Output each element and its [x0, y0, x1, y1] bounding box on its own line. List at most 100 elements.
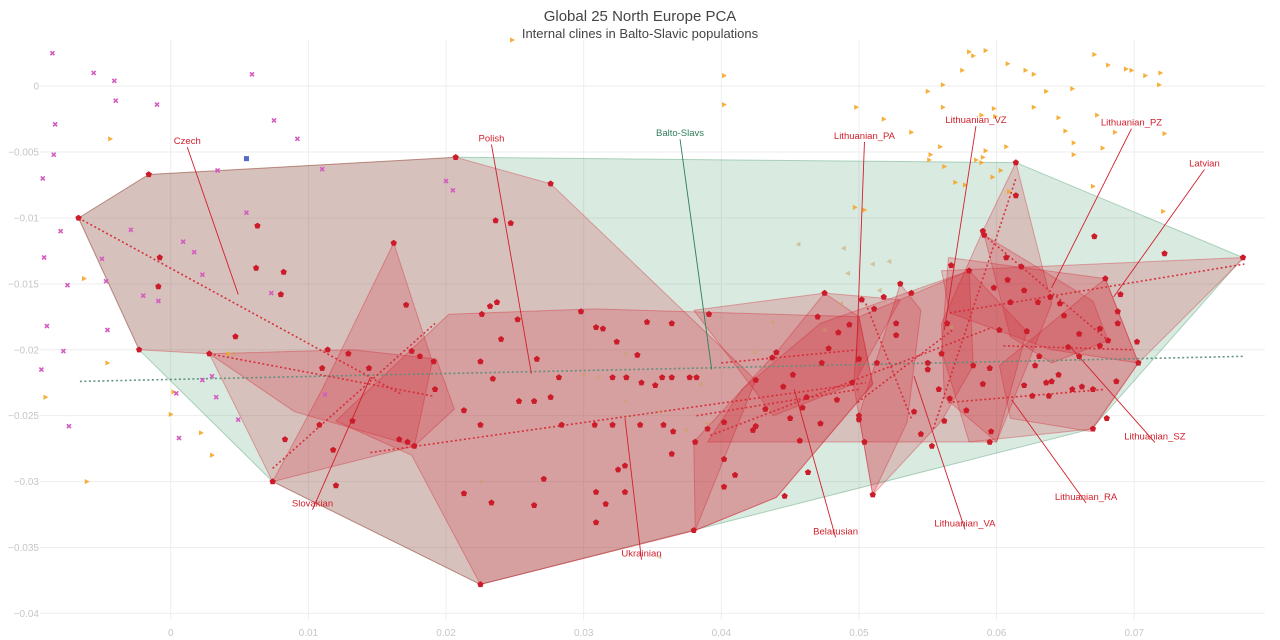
reference-sample-triangle — [1123, 66, 1129, 72]
balto-slavic-sample — [690, 527, 697, 533]
balto-slavic-sample — [1069, 386, 1076, 392]
balto-slavic-sample — [814, 313, 821, 320]
population-label: Slovakian — [292, 499, 333, 510]
reference-sample-cross — [40, 175, 46, 181]
balto-slavic-sample — [634, 351, 641, 358]
reference-sample-triangle — [108, 136, 113, 142]
reference-sample-triangle — [998, 167, 1004, 174]
balto-slavic-sample — [1047, 293, 1054, 300]
chart-title: Global 25 North Europe PCA — [544, 8, 737, 25]
reference-sample-triangle — [1071, 152, 1077, 158]
x-tick-label: 0 — [168, 628, 174, 639]
reference-sample-triangle-faint — [869, 261, 875, 267]
balto-slavic-sample — [996, 326, 1003, 333]
y-tick-label: −0.025 — [8, 411, 39, 422]
balto-slavic-sample — [145, 171, 152, 178]
balto-slavic-sample — [659, 374, 666, 381]
balto-slavic-sample — [592, 488, 600, 495]
balto-slavic-sample — [1060, 312, 1068, 319]
reference-sample-triangle — [909, 129, 915, 135]
reference-sample-triangle — [1129, 67, 1135, 73]
reference-sample-triangle — [1031, 104, 1037, 110]
reference-sample-triangle — [105, 360, 111, 366]
population-hull — [983, 234, 1109, 364]
reference-sample-triangle — [942, 163, 948, 170]
reference-sample-triangle — [927, 157, 932, 163]
balto-slavic-sample — [908, 289, 915, 296]
balto-slavic-sample — [498, 335, 505, 342]
population-trendline — [948, 388, 1106, 404]
balto-slavic-sample — [787, 415, 794, 421]
balto-slavic-sample — [1007, 299, 1014, 305]
label-leader-line — [943, 125, 977, 331]
balto-slavic-sample — [720, 419, 728, 425]
balto-slavic-sample — [752, 376, 759, 383]
balto-slavic-sample — [720, 483, 728, 490]
reference-sample-triangle-faint — [948, 324, 954, 330]
population-hull — [335, 308, 874, 585]
reference-sample-triangle — [168, 411, 174, 417]
reference-sample-cross — [191, 249, 197, 255]
reference-sample-triangle — [983, 47, 989, 54]
balto-slavic-sample — [804, 469, 812, 475]
reference-sample-triangle — [940, 82, 946, 88]
balto-slavic-sample — [478, 310, 485, 317]
reference-sample-triangle — [1023, 67, 1029, 73]
x-tick-label: 0.04 — [712, 628, 732, 639]
balto-slavic-sample — [637, 421, 644, 428]
reference-sample-triangle — [199, 430, 204, 436]
population-labels: Czech Polish Balto-Slavs Lithuanian_PA Lithu… — [174, 115, 1220, 560]
balto-slavic-sample — [643, 318, 651, 325]
reference-sample-cross — [64, 282, 71, 288]
balto-slavic-sample — [514, 316, 521, 323]
reference-sample-cross — [243, 210, 250, 216]
reference-sample-cross — [41, 254, 47, 261]
sample-points — [38, 37, 1247, 588]
balto-slavic-sample — [963, 407, 970, 414]
reference-sample-triangle — [1112, 129, 1118, 135]
balto-slavic-sample — [668, 320, 675, 327]
reference-sample-triangle-faint — [477, 478, 483, 485]
balto-slavic-sample — [986, 364, 993, 371]
reference-sample-triangle — [1090, 183, 1096, 189]
balto-slavic-sample — [411, 442, 418, 449]
reference-sample-triangle — [1006, 188, 1012, 195]
balto-slavic-sample — [452, 154, 459, 160]
reference-sample-triangle — [510, 37, 515, 43]
label-leader-line — [1067, 344, 1156, 443]
balto-slavic-sample — [855, 355, 863, 362]
population-label: Lithuanian_PZ — [1101, 118, 1162, 129]
balto-slavic-sample — [796, 437, 803, 444]
balto-slavic-sample — [752, 422, 759, 429]
population-label: Polish — [479, 134, 505, 145]
balto-slavic-sample — [1078, 383, 1086, 390]
reference-sample-triangle — [990, 174, 996, 180]
balto-slavic-sample — [609, 374, 616, 381]
balto-slavic-sample — [1032, 362, 1039, 369]
balto-slavic-sample — [533, 355, 540, 362]
balto-slavic-sample — [492, 217, 499, 224]
population-label: Lithuanian_PA — [834, 131, 896, 142]
balto-slavic-sample — [613, 338, 620, 345]
reference-sample-cross — [111, 78, 117, 84]
balto-slavic-sample — [592, 324, 600, 330]
balto-slavic-sample — [1029, 392, 1036, 399]
balto-slavic-sample — [489, 375, 496, 382]
reference-sample-triangle — [862, 207, 868, 213]
reference-sample-triangle — [979, 159, 985, 166]
balto-slavic-sample — [848, 379, 856, 386]
balto-slavic-sample — [1102, 275, 1109, 282]
population-trendline — [721, 348, 860, 364]
balto-slavic-sample — [762, 405, 769, 412]
balto-slavic-sample — [686, 374, 693, 381]
balto-slavic-sample — [1089, 386, 1097, 392]
balto-slavic-sample — [390, 239, 397, 246]
balto-slavic-sample — [431, 386, 439, 392]
reference-sample-triangle — [1158, 70, 1164, 76]
reference-sample-triangle — [722, 101, 727, 108]
reference-sample-cross — [154, 102, 160, 108]
reference-sample-triangle — [991, 105, 997, 112]
reference-sample-triangle — [967, 49, 972, 55]
label-leader-line — [1051, 128, 1132, 289]
reference-sample-cross — [140, 293, 146, 299]
